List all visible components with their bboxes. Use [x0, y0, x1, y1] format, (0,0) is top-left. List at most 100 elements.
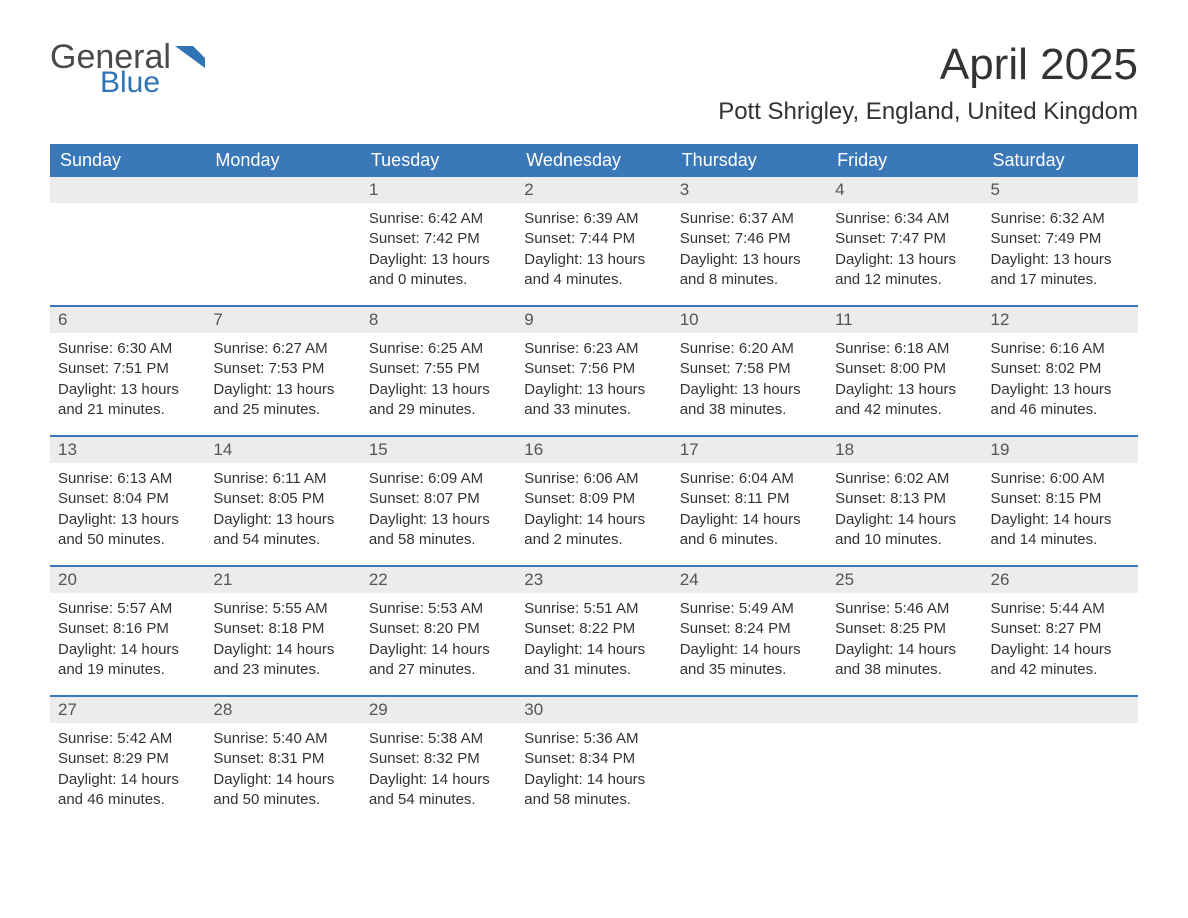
sunrise-line: Sunrise: 6:16 AM — [991, 339, 1130, 359]
sunrise-line: Sunrise: 6:23 AM — [524, 339, 663, 359]
sunrise-line: Sunrise: 5:53 AM — [369, 599, 508, 619]
day-number — [50, 177, 205, 203]
day-details: Sunrise: 6:20 AMSunset: 7:58 PMDaylight:… — [672, 333, 827, 430]
week-row: 27Sunrise: 5:42 AMSunset: 8:29 PMDayligh… — [50, 695, 1138, 825]
day-details: Sunrise: 5:51 AMSunset: 8:22 PMDaylight:… — [516, 593, 671, 690]
sunrise-line: Sunrise: 6:04 AM — [680, 469, 819, 489]
sunset-line: Sunset: 8:05 PM — [213, 489, 352, 509]
day-number — [827, 697, 982, 723]
day-number: 30 — [516, 697, 671, 723]
day-30: 30 Sunrise: 5:36 AMSunset: 8:34 PMDayligh… — [516, 697, 671, 825]
day-details: Sunrise: 5:44 AMSunset: 8:27 PMDaylight:… — [983, 593, 1138, 690]
sunset-line: Sunset: 8:20 PM — [369, 619, 508, 639]
day-details: Sunrise: 6:25 AMSunset: 7:55 PMDaylight:… — [361, 333, 516, 430]
daylight-line-1: Daylight: 14 hours — [369, 640, 508, 660]
day-details: Sunrise: 6:04 AMSunset: 8:11 PMDaylight:… — [672, 463, 827, 560]
week-row: 13Sunrise: 6:13 AMSunset: 8:04 PMDayligh… — [50, 435, 1138, 565]
day-number: 26 — [983, 567, 1138, 593]
day-9: 9Sunrise: 6:23 AMSunset: 7:56 PMDaylight… — [516, 307, 671, 435]
day-number: 18 — [827, 437, 982, 463]
day-17: 17Sunrise: 6:04 AMSunset: 8:11 PMDayligh… — [672, 437, 827, 565]
sunrise-line: Sunrise: 6:13 AM — [58, 469, 197, 489]
sunrise-line: Sunrise: 5:57 AM — [58, 599, 197, 619]
sunrise-line: Sunrise: 5:36 AM — [524, 729, 663, 749]
day-23: 23Sunrise: 5:51 AMSunset: 8:22 PMDayligh… — [516, 567, 671, 695]
daylight-line-1: Daylight: 14 hours — [835, 510, 974, 530]
day-number: 22 — [361, 567, 516, 593]
day-details: Sunrise: 5:42 AMSunset: 8:29 PMDaylight:… — [50, 723, 205, 820]
sunset-line: Sunset: 7:53 PM — [213, 359, 352, 379]
day-number: 2 — [516, 177, 671, 203]
brand-word-2: Blue — [100, 68, 160, 98]
daylight-line-1: Daylight: 14 hours — [524, 770, 663, 790]
day-27: 27Sunrise: 5:42 AMSunset: 8:29 PMDayligh… — [50, 697, 205, 825]
day-number: 27 — [50, 697, 205, 723]
day-details: Sunrise: 6:02 AMSunset: 8:13 PMDaylight:… — [827, 463, 982, 560]
daylight-line-1: Daylight: 13 hours — [213, 380, 352, 400]
day-number: 29 — [361, 697, 516, 723]
daylight-line-2: and 17 minutes. — [991, 270, 1130, 290]
sunset-line: Sunset: 8:16 PM — [58, 619, 197, 639]
day-25: 25Sunrise: 5:46 AMSunset: 8:25 PMDayligh… — [827, 567, 982, 695]
daylight-line-2: and 54 minutes. — [213, 530, 352, 550]
daylight-line-2: and 8 minutes. — [680, 270, 819, 290]
sunset-line: Sunset: 8:27 PM — [991, 619, 1130, 639]
sunset-line: Sunset: 8:24 PM — [680, 619, 819, 639]
title-block: April 2025 Pott Shrigley, England, Unite… — [718, 40, 1138, 126]
day-number: 17 — [672, 437, 827, 463]
day-10: 10Sunrise: 6:20 AMSunset: 7:58 PMDayligh… — [672, 307, 827, 435]
day-number: 23 — [516, 567, 671, 593]
day-empty — [827, 697, 982, 825]
day-details: Sunrise: 6:34 AMSunset: 7:47 PMDaylight:… — [827, 203, 982, 300]
sunrise-line: Sunrise: 6:09 AM — [369, 469, 508, 489]
sunset-line: Sunset: 8:34 PM — [524, 749, 663, 769]
daylight-line-1: Daylight: 13 hours — [991, 380, 1130, 400]
daylight-line-1: Daylight: 14 hours — [58, 640, 197, 660]
daylight-line-2: and 31 minutes. — [524, 660, 663, 680]
calendar: SundayMondayTuesdayWednesdayThursdayFrid… — [50, 144, 1138, 825]
dow-thursday: Thursday — [672, 144, 827, 177]
month-title: April 2025 — [718, 40, 1138, 90]
dow-tuesday: Tuesday — [361, 144, 516, 177]
day-11: 11Sunrise: 6:18 AMSunset: 8:00 PMDayligh… — [827, 307, 982, 435]
day-details: Sunrise: 6:16 AMSunset: 8:02 PMDaylight:… — [983, 333, 1138, 430]
day-number: 6 — [50, 307, 205, 333]
day-number: 1 — [361, 177, 516, 203]
sunset-line: Sunset: 7:49 PM — [991, 229, 1130, 249]
daylight-line-2: and 23 minutes. — [213, 660, 352, 680]
day-7: 7Sunrise: 6:27 AMSunset: 7:53 PMDaylight… — [205, 307, 360, 435]
daylight-line-1: Daylight: 14 hours — [524, 640, 663, 660]
sunrise-line: Sunrise: 6:42 AM — [369, 209, 508, 229]
daylight-line-2: and 2 minutes. — [524, 530, 663, 550]
sunrise-line: Sunrise: 6:20 AM — [680, 339, 819, 359]
dow-friday: Friday — [827, 144, 982, 177]
daylight-line-1: Daylight: 14 hours — [213, 640, 352, 660]
sunrise-line: Sunrise: 5:38 AM — [369, 729, 508, 749]
sunrise-line: Sunrise: 5:46 AM — [835, 599, 974, 619]
daylight-line-2: and 38 minutes. — [835, 660, 974, 680]
day-4: 4Sunrise: 6:34 AMSunset: 7:47 PMDaylight… — [827, 177, 982, 305]
daylight-line-2: and 29 minutes. — [369, 400, 508, 420]
day-6: 6Sunrise: 6:30 AMSunset: 7:51 PMDaylight… — [50, 307, 205, 435]
day-number: 10 — [672, 307, 827, 333]
daylight-line-1: Daylight: 14 hours — [369, 770, 508, 790]
dow-wednesday: Wednesday — [516, 144, 671, 177]
daylight-line-2: and 38 minutes. — [680, 400, 819, 420]
day-details: Sunrise: 6:37 AMSunset: 7:46 PMDaylight:… — [672, 203, 827, 300]
day-24: 24Sunrise: 5:49 AMSunset: 8:24 PMDayligh… — [672, 567, 827, 695]
daylight-line-2: and 0 minutes. — [369, 270, 508, 290]
sunset-line: Sunset: 8:02 PM — [991, 359, 1130, 379]
sunset-line: Sunset: 7:51 PM — [58, 359, 197, 379]
day-number: 3 — [672, 177, 827, 203]
sunset-line: Sunset: 7:47 PM — [835, 229, 974, 249]
day-15: 15Sunrise: 6:09 AMSunset: 8:07 PMDayligh… — [361, 437, 516, 565]
day-number: 15 — [361, 437, 516, 463]
daylight-line-2: and 21 minutes. — [58, 400, 197, 420]
sunrise-line: Sunrise: 6:18 AM — [835, 339, 974, 359]
daylight-line-2: and 58 minutes. — [369, 530, 508, 550]
sunset-line: Sunset: 7:46 PM — [680, 229, 819, 249]
day-of-week-header: SundayMondayTuesdayWednesdayThursdayFrid… — [50, 144, 1138, 177]
daylight-line-2: and 35 minutes. — [680, 660, 819, 680]
day-details: Sunrise: 6:06 AMSunset: 8:09 PMDaylight:… — [516, 463, 671, 560]
sunrise-line: Sunrise: 6:02 AM — [835, 469, 974, 489]
